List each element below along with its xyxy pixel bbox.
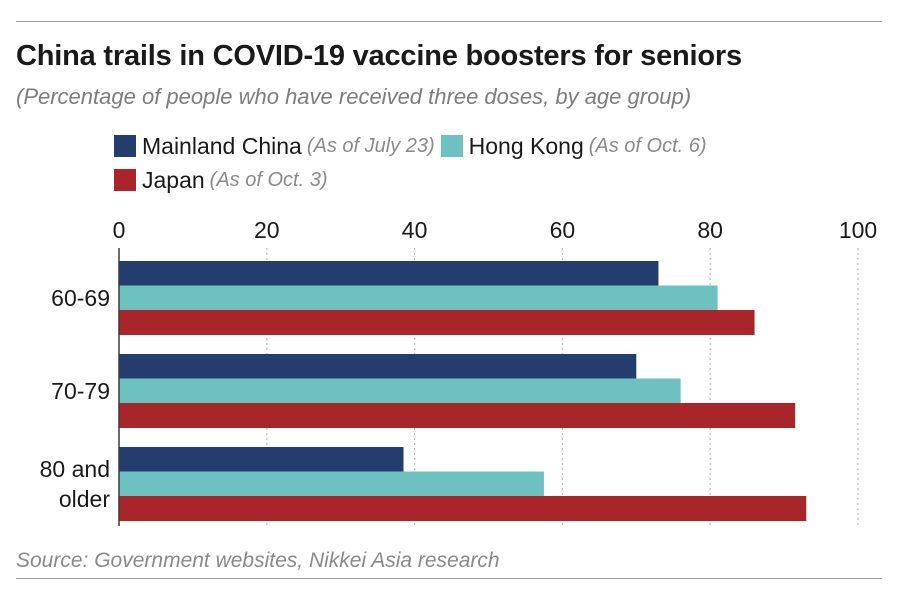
x-tick-label: 100 bbox=[839, 217, 877, 243]
x-tick-label: 80 bbox=[697, 217, 723, 243]
legend-swatch-japan bbox=[114, 169, 136, 191]
legend-item-japan: Japan (As of Oct. 3) bbox=[114, 167, 327, 194]
category-label: 80 and older bbox=[40, 456, 111, 512]
x-tick-label: 0 bbox=[113, 217, 126, 243]
legend-swatch-hong-kong bbox=[440, 135, 463, 157]
chart-title: China trails in COVID-19 vaccine booster… bbox=[16, 40, 742, 72]
bar-japan bbox=[119, 310, 755, 335]
x-tick-label: 40 bbox=[402, 217, 428, 243]
source-note: Source: Government websites, Nikkei Asia… bbox=[16, 549, 500, 572]
legend-note-mainland-china: (As of July 23) bbox=[306, 134, 435, 157]
bar-mainland-china bbox=[119, 354, 637, 379]
legend-note-hong-kong: (As of Oct. 6) bbox=[588, 134, 707, 157]
category-label: 60-69 bbox=[51, 285, 110, 311]
category-label: 70-79 bbox=[51, 378, 110, 404]
bottom-rule bbox=[16, 578, 882, 579]
legend-label-hong-kong: Hong Kong bbox=[468, 132, 584, 159]
bar-hong-kong bbox=[119, 285, 718, 311]
legend-item-mainland-china: Mainland China (As of July 23) bbox=[114, 133, 435, 160]
bar-japan bbox=[119, 496, 807, 521]
bar-mainland-china bbox=[119, 261, 659, 286]
bar-hong-kong bbox=[119, 471, 544, 497]
x-tick-label: 60 bbox=[550, 217, 576, 243]
legend-label-japan: Japan bbox=[142, 166, 205, 193]
x-tick-label: 20 bbox=[254, 217, 280, 243]
legend-row-1: Mainland China (As of July 23) Hong Kong… bbox=[114, 131, 713, 161]
top-rule bbox=[16, 21, 882, 22]
bar-hong-kong bbox=[119, 378, 681, 404]
legend-row-2: Japan (As of Oct. 3) bbox=[114, 165, 333, 195]
legend-label-mainland-china: Mainland China bbox=[142, 132, 302, 159]
bar-japan bbox=[119, 403, 796, 428]
chart-subtitle: (Percentage of people who have received … bbox=[16, 84, 692, 109]
legend-item-hong-kong: Hong Kong (As of Oct. 6) bbox=[440, 132, 707, 160]
legend-swatch-mainland-china bbox=[114, 135, 136, 157]
legend-note-japan: (As of Oct. 3) bbox=[209, 168, 328, 191]
bar-mainland-china bbox=[119, 447, 404, 472]
